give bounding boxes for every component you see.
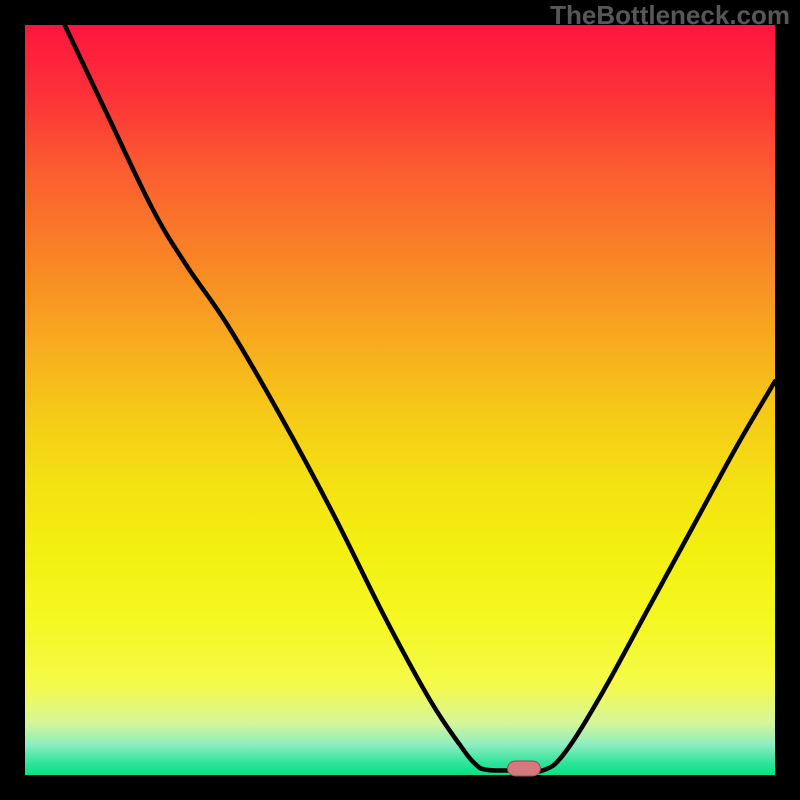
plot-area [25,25,775,775]
curve-layer [25,25,775,775]
chart-frame: TheBottleneck.com [0,0,800,800]
optimal-marker [507,760,541,781]
bottleneck-curve [65,25,775,772]
watermark-text: TheBottleneck.com [550,0,790,31]
optimal-marker-icon [507,760,541,776]
